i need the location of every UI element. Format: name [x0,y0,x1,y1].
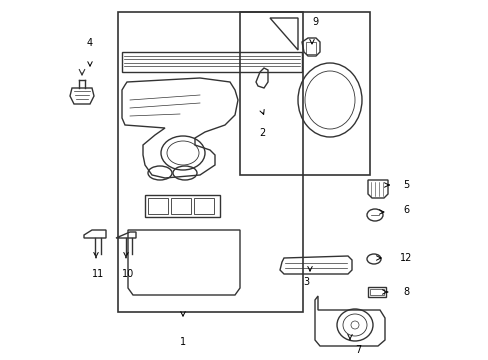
Text: 6: 6 [402,205,408,215]
Text: 4: 4 [87,38,93,48]
Text: 9: 9 [311,17,317,27]
Text: 10: 10 [122,269,134,279]
Text: 11: 11 [92,269,104,279]
Text: 12: 12 [399,253,411,263]
Text: 1: 1 [180,337,185,347]
Text: 7: 7 [354,345,360,355]
Text: 2: 2 [258,128,264,138]
Text: 5: 5 [402,180,408,190]
Text: 3: 3 [303,277,308,287]
Text: 8: 8 [402,287,408,297]
